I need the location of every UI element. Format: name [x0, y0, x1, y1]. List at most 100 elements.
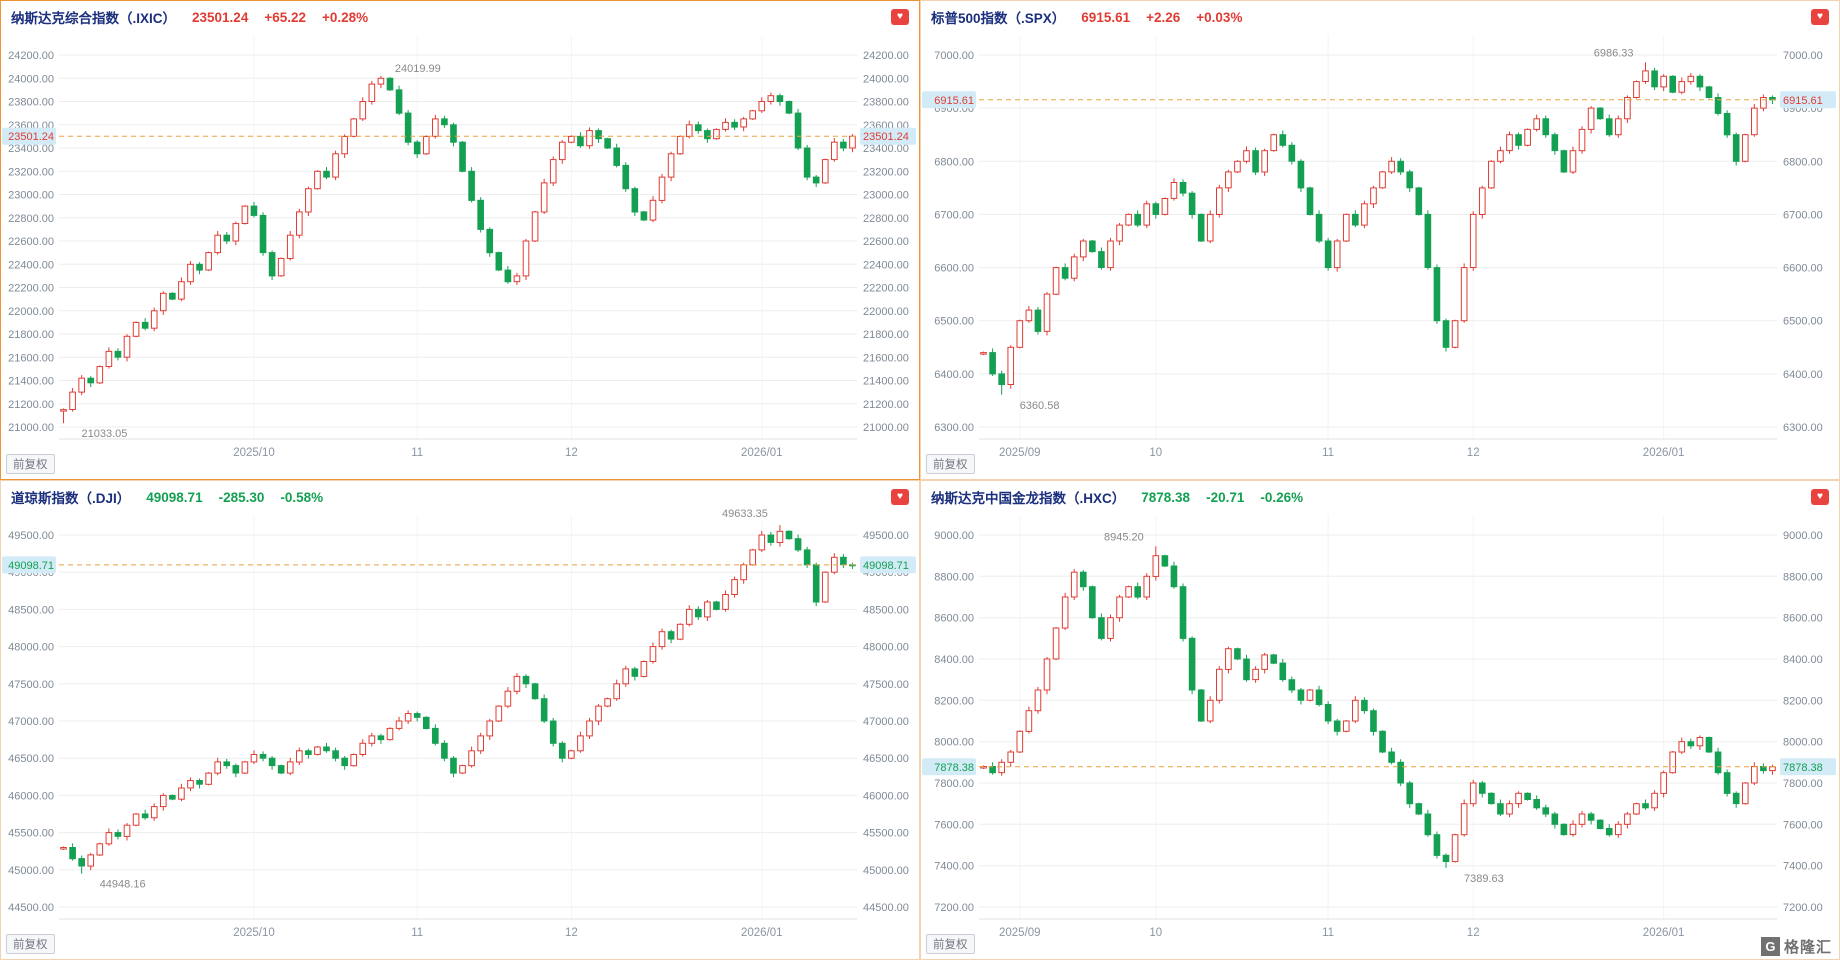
index-title: 道琼斯指数（.DJI）: [11, 491, 131, 506]
adjust-mode-button[interactable]: 前复权: [6, 934, 55, 954]
svg-text:6915.61: 6915.61: [934, 95, 974, 107]
watermark: G 格隆汇: [1760, 936, 1832, 957]
svg-text:23000.00: 23000.00: [8, 190, 54, 202]
chart-header: 标普500指数（.SPX） 6915.61 +2.26 +0.03% ♥: [921, 1, 1839, 29]
svg-text:6400.00: 6400.00: [1783, 369, 1823, 381]
current-price-overlay: 6915.61 6915.61 6986.33 6360.58: [922, 47, 1836, 412]
favorite-icon[interactable]: ♥: [1811, 489, 1829, 505]
svg-text:6400.00: 6400.00: [934, 369, 974, 381]
svg-text:2026/01: 2026/01: [1643, 447, 1685, 459]
svg-text:8600.00: 8600.00: [1783, 613, 1823, 625]
svg-text:24000.00: 24000.00: [8, 73, 54, 85]
svg-text:22000.00: 22000.00: [8, 306, 54, 318]
svg-text:22600.00: 22600.00: [863, 236, 909, 248]
price-change: +2.26: [1146, 9, 1181, 25]
svg-text:7400.00: 7400.00: [1783, 861, 1823, 873]
svg-text:45500.00: 45500.00: [8, 828, 54, 840]
grid-layer: 44500.00 44500.00 45000.00 45000.00 45500.00…: [8, 515, 909, 939]
chart-header: 纳斯达克中国金龙指数（.HXC） 7878.38 -20.71 -0.26% ♥: [921, 481, 1839, 509]
candles-layer: [980, 546, 1776, 868]
svg-text:24000.00: 24000.00: [863, 73, 909, 85]
candlestick-chart: 6300.00 6300.00 6400.00 6400.00 6500.00 6500.…: [922, 35, 1836, 459]
svg-text:21033.05: 21033.05: [82, 428, 128, 440]
favorite-icon[interactable]: ♥: [891, 489, 909, 505]
chart-panel-ixic: 纳斯达克综合指数（.IXIC） 23501.24 +65.22 +0.28% ♥…: [0, 0, 920, 480]
last-price: 23501.24: [192, 9, 249, 25]
svg-text:11: 11: [411, 447, 423, 459]
svg-text:6300.00: 6300.00: [1783, 422, 1823, 434]
svg-text:24200.00: 24200.00: [863, 50, 909, 62]
favorite-icon[interactable]: ♥: [891, 9, 909, 25]
svg-text:44500.00: 44500.00: [863, 902, 909, 914]
grid-layer: 7200.00 7200.00 7400.00 7400.00 7600.00 7600.…: [934, 515, 1823, 939]
svg-text:22000.00: 22000.00: [863, 306, 909, 318]
svg-text:21600.00: 21600.00: [863, 352, 909, 364]
svg-text:21800.00: 21800.00: [8, 329, 54, 341]
svg-text:22400.00: 22400.00: [863, 259, 909, 271]
svg-text:45500.00: 45500.00: [863, 828, 909, 840]
svg-text:6600.00: 6600.00: [934, 263, 974, 275]
chart-canvas[interactable]: 21000.00 21000.00 21200.00 21200.00 21400.00…: [1, 27, 919, 479]
svg-text:44948.16: 44948.16: [100, 879, 146, 891]
svg-text:7800.00: 7800.00: [1783, 778, 1823, 790]
grid-layer: 6300.00 6300.00 6400.00 6400.00 6500.00 6500.…: [934, 35, 1823, 459]
svg-text:48000.00: 48000.00: [8, 642, 54, 654]
svg-text:49500.00: 49500.00: [8, 530, 54, 542]
svg-text:45000.00: 45000.00: [863, 865, 909, 877]
svg-text:11: 11: [1322, 447, 1334, 459]
svg-text:7800.00: 7800.00: [934, 778, 974, 790]
svg-text:21000.00: 21000.00: [8, 422, 54, 434]
svg-text:22200.00: 22200.00: [863, 283, 909, 295]
svg-text:2025/09: 2025/09: [999, 927, 1041, 939]
svg-text:21400.00: 21400.00: [8, 376, 54, 388]
favorite-icon[interactable]: ♥: [1811, 9, 1829, 25]
svg-text:23800.00: 23800.00: [8, 97, 54, 109]
chart-panel-hxc: 纳斯达克中国金龙指数（.HXC） 7878.38 -20.71 -0.26% ♥…: [920, 480, 1840, 960]
svg-text:7600.00: 7600.00: [1783, 819, 1823, 831]
svg-text:7000.00: 7000.00: [1783, 50, 1823, 62]
svg-text:12: 12: [1467, 927, 1480, 939]
svg-text:49633.35: 49633.35: [722, 508, 768, 520]
candles-layer: [980, 62, 1776, 395]
svg-text:49500.00: 49500.00: [863, 530, 909, 542]
svg-text:23000.00: 23000.00: [863, 190, 909, 202]
svg-text:6300.00: 6300.00: [934, 422, 974, 434]
svg-text:21800.00: 21800.00: [863, 329, 909, 341]
index-title: 标普500指数（.SPX）: [931, 11, 1066, 26]
adjust-mode-button[interactable]: 前复权: [6, 454, 55, 474]
svg-text:12: 12: [565, 927, 578, 939]
svg-text:21200.00: 21200.00: [863, 399, 909, 411]
svg-text:2026/01: 2026/01: [741, 927, 783, 939]
svg-text:7878.38: 7878.38: [1783, 762, 1823, 774]
svg-text:21600.00: 21600.00: [8, 352, 54, 364]
svg-text:21000.00: 21000.00: [863, 422, 909, 434]
svg-text:23200.00: 23200.00: [863, 166, 909, 178]
svg-text:11: 11: [411, 927, 423, 939]
svg-text:48500.00: 48500.00: [8, 604, 54, 616]
svg-text:7200.00: 7200.00: [1783, 902, 1823, 914]
candlestick-chart: 7200.00 7200.00 7400.00 7400.00 7600.00 7600.…: [922, 515, 1836, 939]
price-change: +65.22: [264, 9, 306, 25]
index-title: 纳斯达克中国金龙指数（.HXC）: [931, 491, 1126, 506]
svg-text:7389.63: 7389.63: [1464, 873, 1504, 885]
svg-text:8800.00: 8800.00: [1783, 571, 1823, 583]
svg-text:7000.00: 7000.00: [934, 50, 974, 62]
chart-canvas[interactable]: 6300.00 6300.00 6400.00 6400.00 6500.00 6500.…: [921, 27, 1839, 479]
chart-canvas[interactable]: 7200.00 7200.00 7400.00 7400.00 7600.00 7600.…: [921, 507, 1839, 959]
svg-text:24200.00: 24200.00: [8, 50, 54, 62]
svg-text:2025/09: 2025/09: [999, 447, 1041, 459]
svg-text:8945.20: 8945.20: [1104, 531, 1144, 543]
last-price: 6915.61: [1081, 9, 1131, 25]
svg-text:2025/10: 2025/10: [233, 447, 275, 459]
adjust-mode-button[interactable]: 前复权: [926, 934, 975, 954]
svg-text:8200.00: 8200.00: [1783, 695, 1823, 707]
svg-text:10: 10: [1149, 447, 1162, 459]
candlestick-chart: 21000.00 21000.00 21200.00 21200.00 21400.00…: [2, 35, 916, 459]
adjust-mode-button[interactable]: 前复权: [926, 454, 975, 474]
svg-text:22200.00: 22200.00: [8, 283, 54, 295]
svg-text:23800.00: 23800.00: [863, 97, 909, 109]
chart-canvas[interactable]: 44500.00 44500.00 45000.00 45000.00 45500.00…: [1, 507, 919, 959]
svg-text:46000.00: 46000.00: [8, 790, 54, 802]
svg-text:8000.00: 8000.00: [934, 737, 974, 749]
